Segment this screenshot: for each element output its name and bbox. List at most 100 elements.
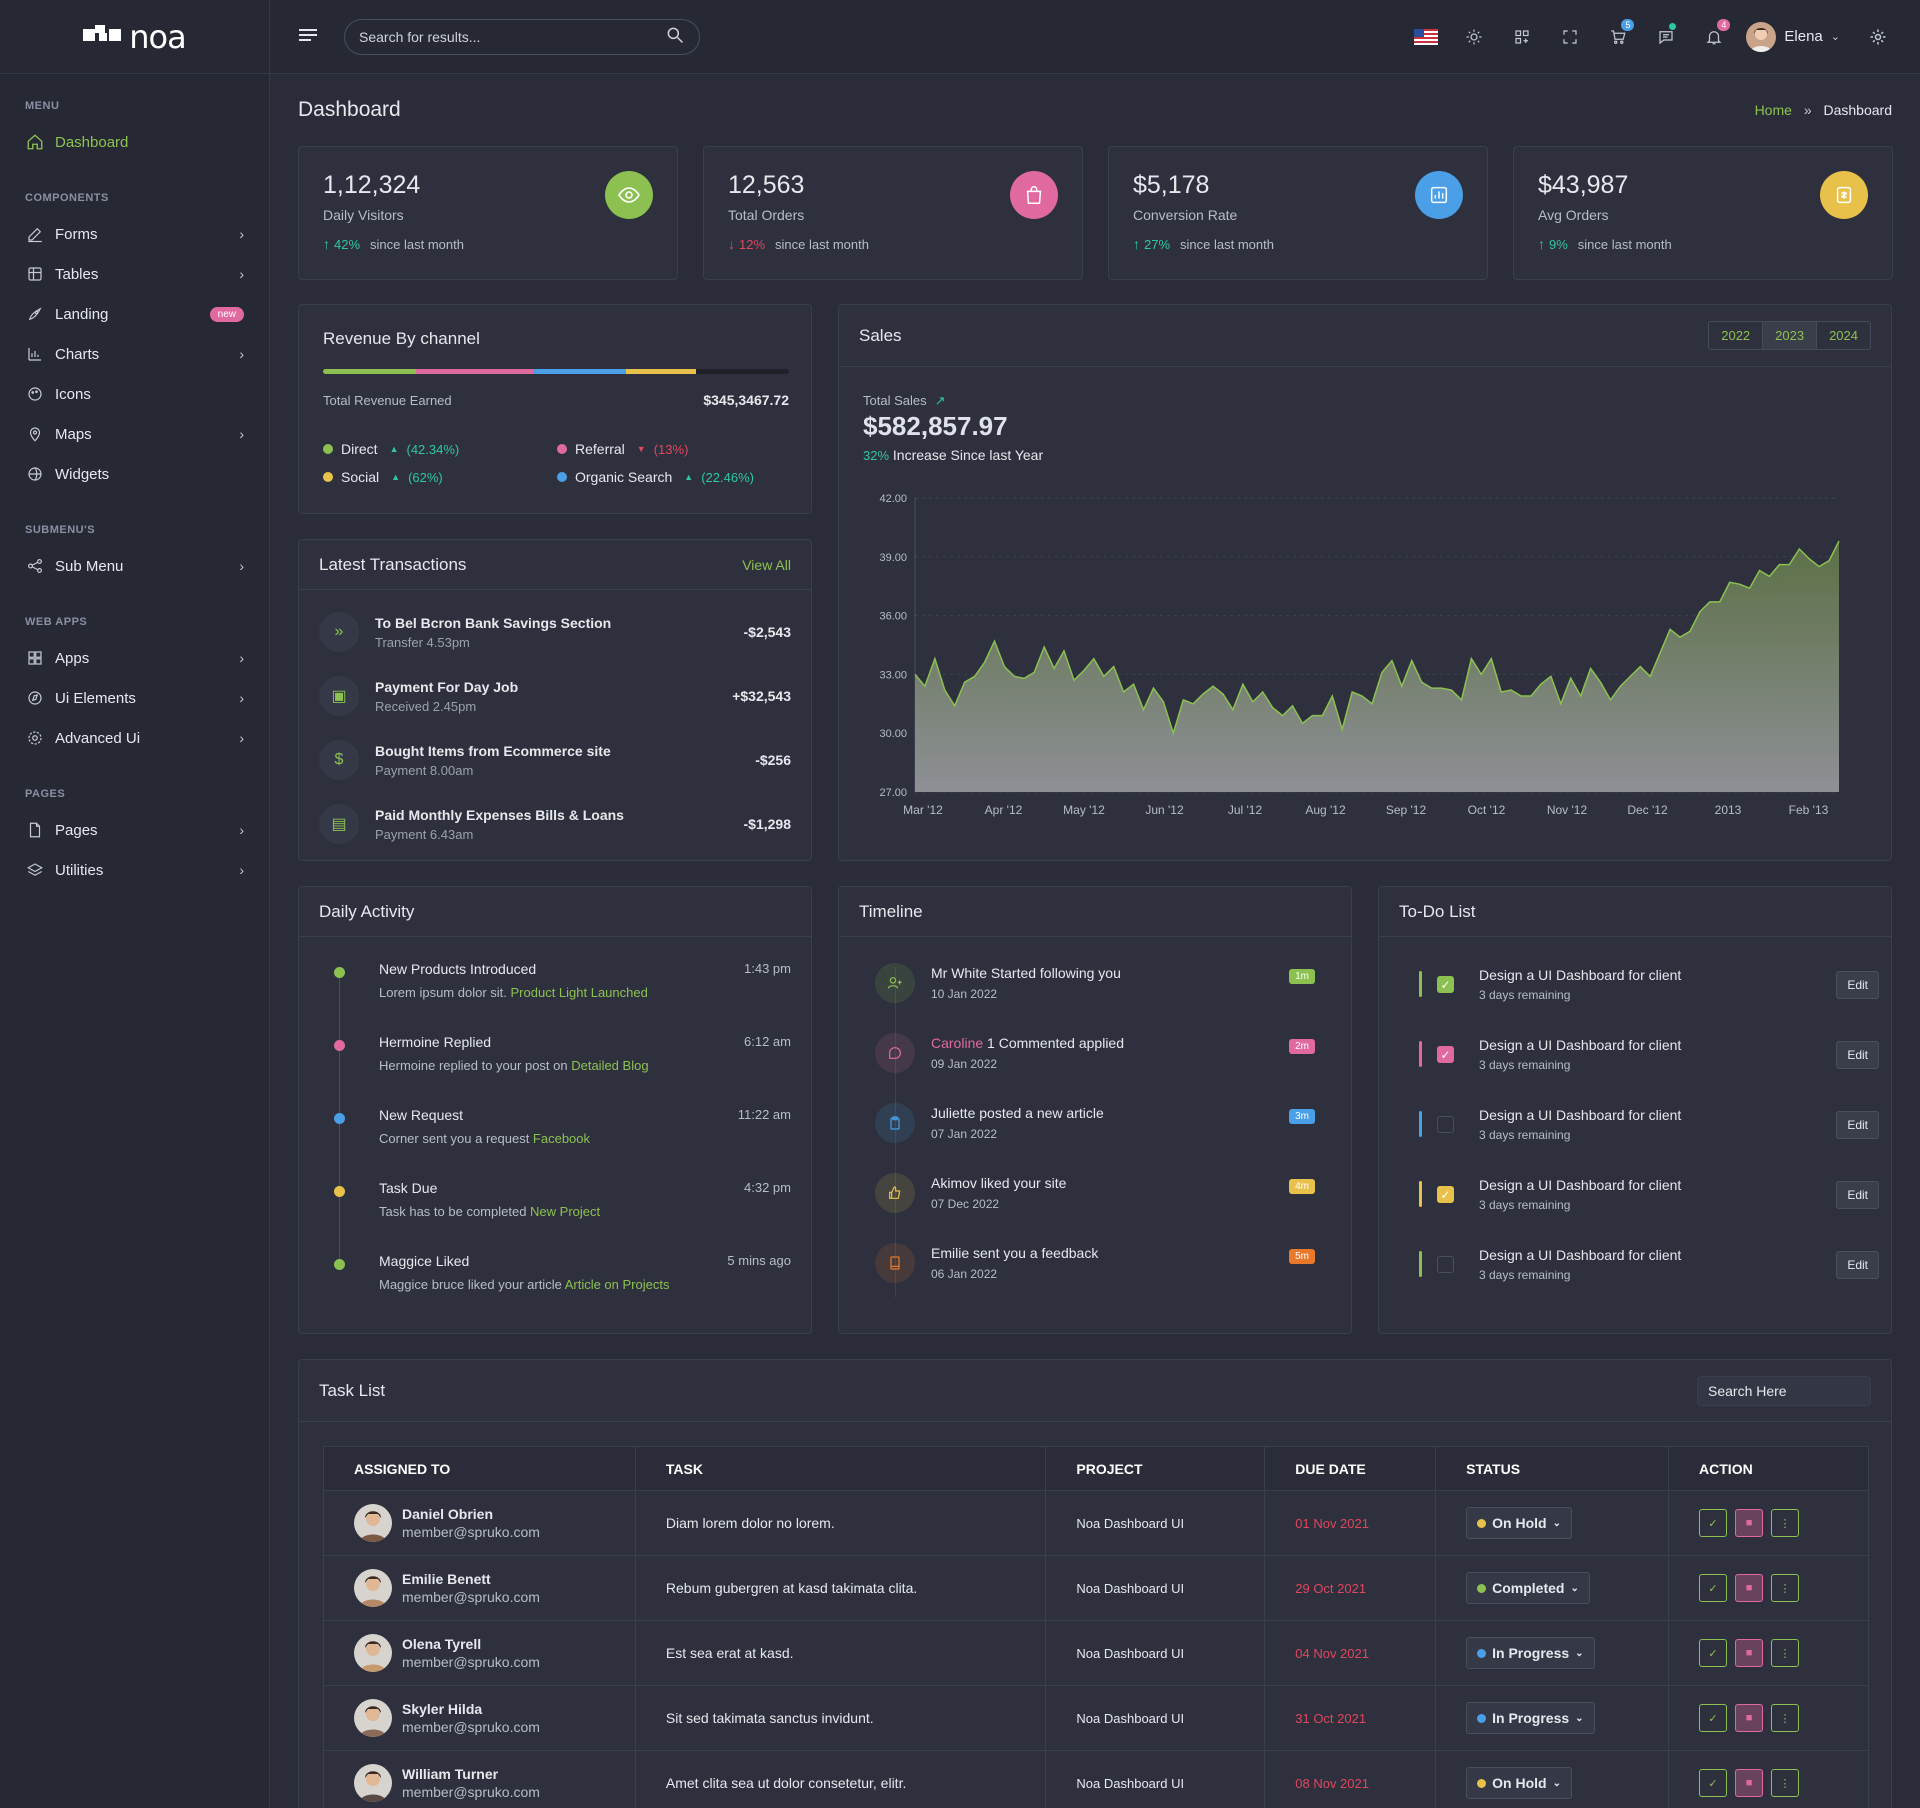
brand-name: noa — [129, 17, 186, 56]
task-cell: Est sea erat at kasd. — [634, 1620, 1047, 1686]
cart-icon[interactable]: 5 — [1594, 17, 1642, 57]
status-label: In Progress — [1492, 1710, 1570, 1726]
approve-icon[interactable]: ✓ — [1699, 1574, 1728, 1602]
activity-link[interactable]: New Project — [530, 1204, 601, 1219]
clipboard-icon — [875, 1103, 915, 1143]
assignee: Daniel Obrien member@spruko.com — [354, 1504, 605, 1542]
revenue-total-label: Total Revenue Earned — [323, 393, 452, 408]
sidebar-item-apps[interactable]: Apps › — [0, 638, 269, 678]
search-input[interactable]: Search for results... — [359, 28, 481, 45]
user-menu[interactable]: Elena ⌄ — [1746, 21, 1840, 52]
sidebar-item-forms[interactable]: Forms › — [0, 214, 269, 254]
timeline-text: Juliette posted a new article — [931, 1105, 1104, 1121]
revenue-total-value: $345,3467.72 — [703, 392, 789, 408]
sidebar-item-widgets[interactable]: Widgets — [0, 454, 269, 494]
sidebar-item-icons[interactable]: Icons — [0, 374, 269, 414]
year-button[interactable]: 2023 — [1763, 322, 1818, 349]
todo-color-bar — [1419, 1251, 1422, 1277]
sidebar-item-landing[interactable]: Landing new — [0, 294, 269, 334]
checkbox-checked[interactable]: ✓ — [1437, 1046, 1454, 1063]
action-cell: ✓ ■ ⋮ — [1668, 1490, 1869, 1556]
bell-icon[interactable]: 4 — [1690, 17, 1738, 57]
timeline-user-link[interactable]: Caroline — [931, 1035, 984, 1051]
activity-link[interactable]: Detailed Blog — [571, 1058, 649, 1073]
timeline-card: Timeline Mr White Started following you 1… — [838, 886, 1352, 1334]
task-search-input[interactable]: Search Here — [1697, 1375, 1871, 1406]
edit-button[interactable]: Edit — [1836, 1251, 1879, 1279]
assignee-email: member@spruko.com — [402, 1654, 540, 1670]
more-vertical-icon[interactable]: ⋮ — [1771, 1704, 1800, 1732]
sidebar-item-pages[interactable]: Pages › — [0, 810, 269, 850]
sidebar-item-label: Pages — [55, 821, 98, 839]
year-button[interactable]: 2024 — [1829, 328, 1858, 343]
sidebar-item-advanced-ui[interactable]: Advanced Ui › — [0, 718, 269, 758]
menu-toggle-icon[interactable] — [298, 27, 320, 47]
messages-icon[interactable] — [1642, 17, 1690, 57]
activity-link[interactable]: Article on Projects — [564, 1277, 670, 1292]
timeline-message: Juliette posted a new article — [931, 1105, 1104, 1121]
sidebar-item-ui-elements[interactable]: Ui Elements › — [0, 678, 269, 718]
trash-icon[interactable]: ■ — [1735, 1704, 1764, 1732]
sales-header: Sales 2022 2023 2024 — [839, 305, 1891, 367]
table-row: Daniel Obrien member@spruko.com Diam lorem… — [323, 1490, 1869, 1556]
status-dropdown[interactable]: On Hold ⌄ — [1466, 1767, 1572, 1799]
checkbox-checked[interactable]: ✓ — [1437, 976, 1454, 993]
status-label: On Hold — [1492, 1515, 1547, 1531]
checkbox-unchecked[interactable] — [1437, 1116, 1454, 1133]
search-bar[interactable]: Search for results... — [344, 18, 700, 55]
view-all-link[interactable]: View All — [742, 556, 791, 573]
sidebar-item-dashboard[interactable]: Dashboard — [0, 122, 269, 162]
breadcrumb-home[interactable]: Home — [1754, 102, 1792, 118]
edit-button[interactable]: Edit — [1836, 971, 1879, 999]
activity-link[interactable]: Product Light Launched — [510, 985, 648, 1000]
search-icon[interactable] — [665, 25, 685, 48]
transaction-title: Payment For Day Job — [375, 678, 519, 695]
sidebar-item-submenu[interactable]: Sub Menu › — [0, 546, 269, 586]
sidebar-item-utilities[interactable]: Utilities › — [0, 850, 269, 890]
status-dropdown[interactable]: In Progress ⌄ — [1466, 1637, 1595, 1669]
due-cell: 31 Oct 2021 — [1264, 1685, 1437, 1751]
sidebar-item-label: Apps — [55, 649, 90, 667]
sidebar-item-tables[interactable]: Tables › — [0, 254, 269, 294]
double-chevron-icon: » — [319, 612, 359, 652]
trash-icon[interactable]: ■ — [1735, 1574, 1764, 1602]
apps-grid-icon[interactable] — [1498, 17, 1546, 57]
sidebar-item-charts[interactable]: Charts › — [0, 334, 269, 374]
settings-gear-icon[interactable] — [1854, 17, 1902, 57]
status-dropdown[interactable]: In Progress ⌄ — [1466, 1702, 1595, 1734]
status-dropdown[interactable]: On Hold ⌄ — [1466, 1507, 1572, 1539]
status-dropdown[interactable]: Completed ⌄ — [1466, 1572, 1590, 1604]
approve-icon[interactable]: ✓ — [1699, 1769, 1728, 1797]
approve-icon[interactable]: ✓ — [1699, 1639, 1728, 1667]
trash-icon[interactable]: ■ — [1735, 1769, 1764, 1797]
edit-button[interactable]: Edit — [1836, 1041, 1879, 1069]
sidebar-item-maps[interactable]: Maps › — [0, 414, 269, 454]
checkbox-unchecked[interactable] — [1437, 1256, 1454, 1273]
more-vertical-icon[interactable]: ⋮ — [1771, 1574, 1800, 1602]
activity-link[interactable]: Facebook — [532, 1131, 591, 1146]
checkbox-checked[interactable]: ✓ — [1437, 1186, 1454, 1203]
edit-button[interactable]: Edit — [1836, 1181, 1879, 1209]
activity-title: Maggice Liked — [379, 1253, 470, 1269]
edit-button[interactable]: Edit — [1836, 1111, 1879, 1139]
more-vertical-icon[interactable]: ⋮ — [1771, 1639, 1800, 1667]
transaction-info: Payment For Day Job Received 2.45pm — [375, 679, 518, 714]
status-dot — [1477, 1648, 1487, 1658]
approve-icon[interactable]: ✓ — [1699, 1704, 1728, 1732]
transaction-amount: -$2,543 — [743, 624, 791, 640]
timeline-text: Caroline 1 Commented applied — [931, 1035, 1124, 1051]
fullscreen-icon[interactable] — [1546, 17, 1594, 57]
trash-icon[interactable]: ■ — [1735, 1639, 1764, 1667]
chevron-down-icon: ⌄ — [1575, 1647, 1584, 1659]
more-vertical-icon[interactable]: ⋮ — [1771, 1769, 1800, 1797]
brand-logo[interactable]: noa — [0, 0, 269, 74]
approve-icon[interactable]: ✓ — [1699, 1509, 1728, 1537]
us-flag-icon[interactable] — [1402, 17, 1450, 57]
more-vertical-icon[interactable]: ⋮ — [1771, 1509, 1800, 1537]
cog-icon — [25, 728, 45, 748]
increase-pct: 32% — [863, 448, 890, 463]
transaction-amount: -$256 — [755, 752, 791, 768]
year-button[interactable]: 2022 — [1709, 322, 1764, 349]
sun-icon[interactable] — [1450, 17, 1498, 57]
trash-icon[interactable]: ■ — [1735, 1509, 1764, 1537]
